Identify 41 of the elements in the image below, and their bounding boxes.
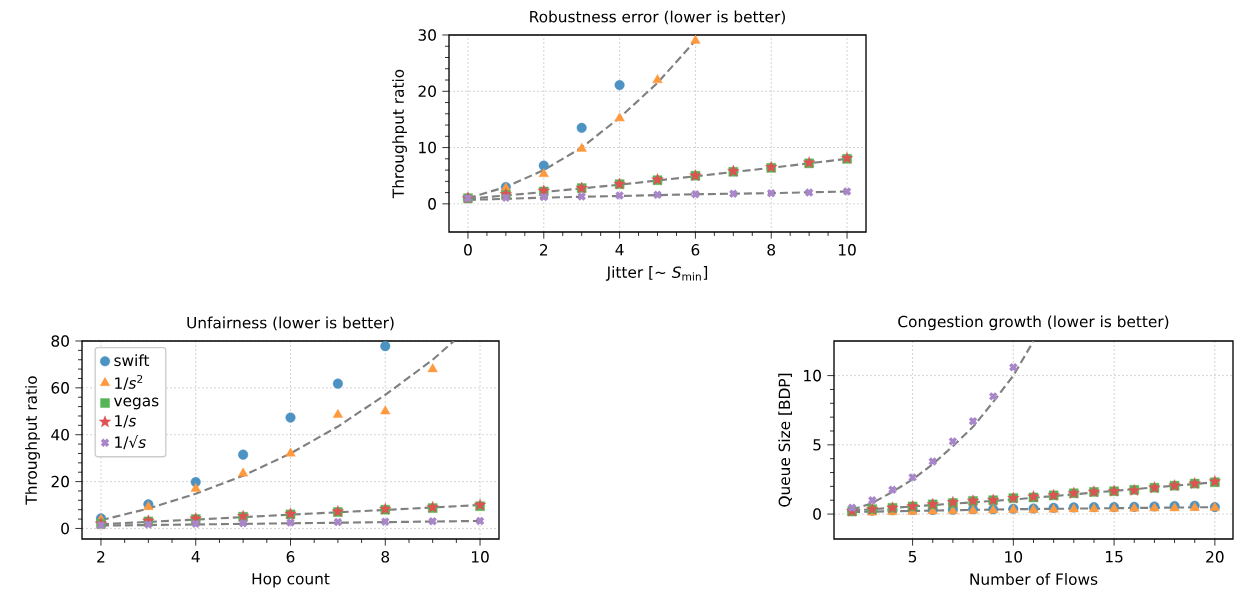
- legend-label: 1/s$^{2}$: [115, 374, 143, 391]
- legend-label: swift: [114, 354, 150, 367]
- y-tick-label: 5: [813, 439, 821, 451]
- chart-title: Unfairness (lower is better): [187, 316, 394, 331]
- x-tick-label: 15: [1106, 551, 1123, 563]
- legend-label: 1/s: [115, 415, 137, 428]
- y-tick-label: 10: [804, 369, 821, 382]
- x-tick-label: 20: [1206, 551, 1224, 563]
- y-tick-label: 20: [418, 85, 436, 98]
- chart-title: Congestion growth (lower is better): [898, 315, 1169, 331]
- x-tick-label: 10: [471, 551, 489, 563]
- x-tick-label: 10: [838, 244, 856, 256]
- x-tick-label: 5: [908, 551, 917, 563]
- x-axis-title: Hop count: [252, 573, 330, 588]
- y-axis-title: Throughput ratio: [392, 69, 407, 199]
- x-axis-title: Jitter [∼ S$_{min}$]: [605, 266, 708, 281]
- y-tick-label: 0: [61, 522, 69, 535]
- x-tick-label: 4: [615, 244, 624, 256]
- y-tick-label: 80: [51, 335, 69, 347]
- y-tick-label: 60: [51, 382, 69, 394]
- x-tick-label: 2: [540, 244, 548, 256]
- x-tick-label: 6: [286, 551, 295, 563]
- y-tick-label: 30: [418, 29, 436, 41]
- x-tick-label: 4: [191, 551, 200, 563]
- x-tick-label: 6: [691, 244, 700, 256]
- x-tick-label: 8: [381, 551, 390, 563]
- legend-label: 1/√s: [115, 435, 146, 450]
- y-axis-title: Queue Size [BDP]: [778, 373, 792, 507]
- x-tick-label: 0: [464, 244, 472, 256]
- legend-label: vegas: [113, 397, 159, 410]
- y-axis-title: Throughput ratio: [25, 376, 40, 505]
- chart-title: Robustness error (lower is better): [530, 10, 785, 25]
- x-tick-label: 8: [767, 244, 776, 256]
- y-tick-label: 40: [51, 428, 69, 441]
- y-tick-label: 0: [428, 198, 436, 210]
- x-tick-label: 10: [1005, 551, 1023, 563]
- y-tick-label: 20: [51, 475, 69, 488]
- y-tick-label: 10: [419, 141, 436, 154]
- x-tick-label: 2: [97, 551, 105, 563]
- y-tick-label: 0: [813, 508, 821, 520]
- x-axis-title: Number of Flows: [970, 573, 1098, 585]
